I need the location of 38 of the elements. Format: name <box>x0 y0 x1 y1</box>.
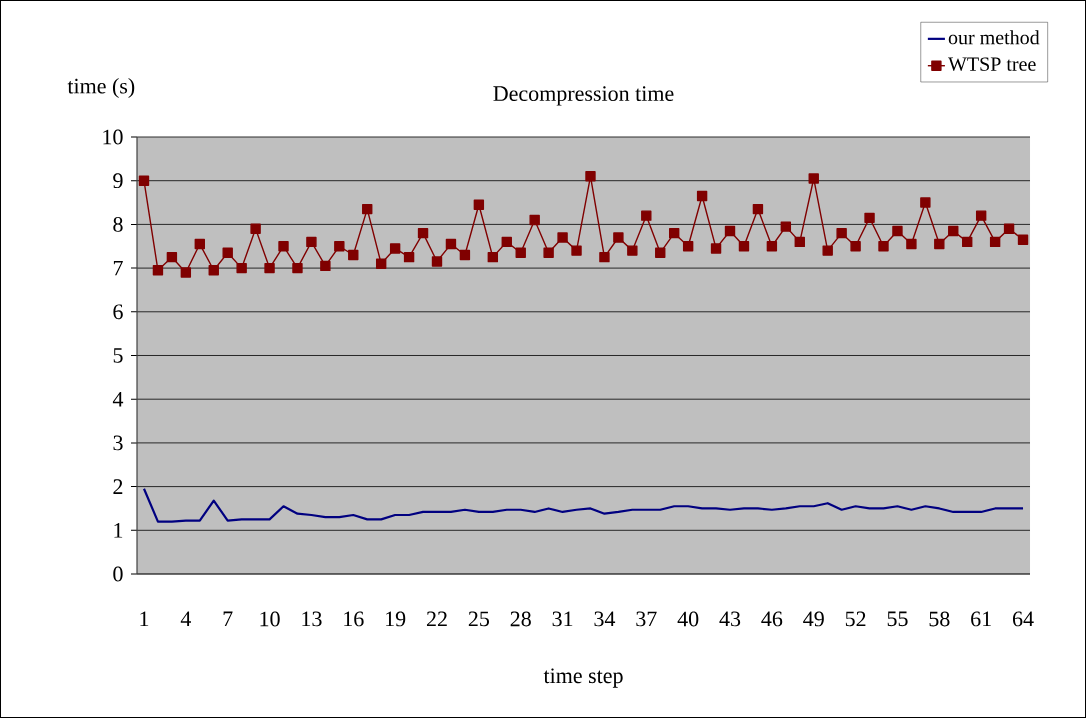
x-tick-label: 46 <box>761 611 783 627</box>
x-tick-label: 28 <box>510 611 531 627</box>
chart-title: Decompression time <box>493 86 674 106</box>
y-tick-label: 2 <box>113 479 123 494</box>
x-tick-label: 25 <box>468 611 489 627</box>
x-tick-label: 19 <box>386 611 406 627</box>
x-tick-label: 7 <box>223 611 233 626</box>
legend-label: our method <box>948 30 1040 45</box>
y-tick-label: 3 <box>113 435 123 451</box>
y-tick-label: 7 <box>113 260 123 276</box>
x-tick-label: 61 <box>971 611 991 627</box>
y-tick-label: 10 <box>103 129 123 145</box>
x-tick-label: 49 <box>803 611 824 627</box>
legend-label: WTSP tree <box>948 57 1036 71</box>
x-tick-label: 55 <box>887 611 908 627</box>
x-tick-label: 43 <box>719 611 741 627</box>
y-tick-label: 8 <box>113 216 123 232</box>
y-tick-label: 1 <box>114 523 123 538</box>
x-tick-label: 40 <box>677 611 699 627</box>
x-tick-label: 52 <box>845 611 866 627</box>
x-tick-label: 4 <box>180 611 191 627</box>
y-tick-label: 6 <box>113 304 123 320</box>
y-tick-label: 9 <box>113 173 123 189</box>
y-axis-title: time (s) <box>67 78 135 99</box>
x-tick-label: 1 <box>140 611 149 627</box>
x-axis-title: time step <box>543 668 623 688</box>
y-tick-label: 0 <box>113 566 123 582</box>
x-tick-label: 34 <box>594 611 616 627</box>
x-tick-label: 13 <box>302 611 322 627</box>
x-tick-label: 31 <box>552 611 573 627</box>
x-tick-label: 37 <box>636 611 657 627</box>
x-tick-label: 22 <box>426 611 447 627</box>
x-tick-label: 10 <box>260 611 280 627</box>
x-tick-label: 64 <box>1012 611 1034 627</box>
x-tick-label: 58 <box>929 611 950 627</box>
y-tick-label: 4 <box>112 391 124 407</box>
y-tick-label: 5 <box>113 348 123 363</box>
x-tick-label: 16 <box>344 611 364 627</box>
